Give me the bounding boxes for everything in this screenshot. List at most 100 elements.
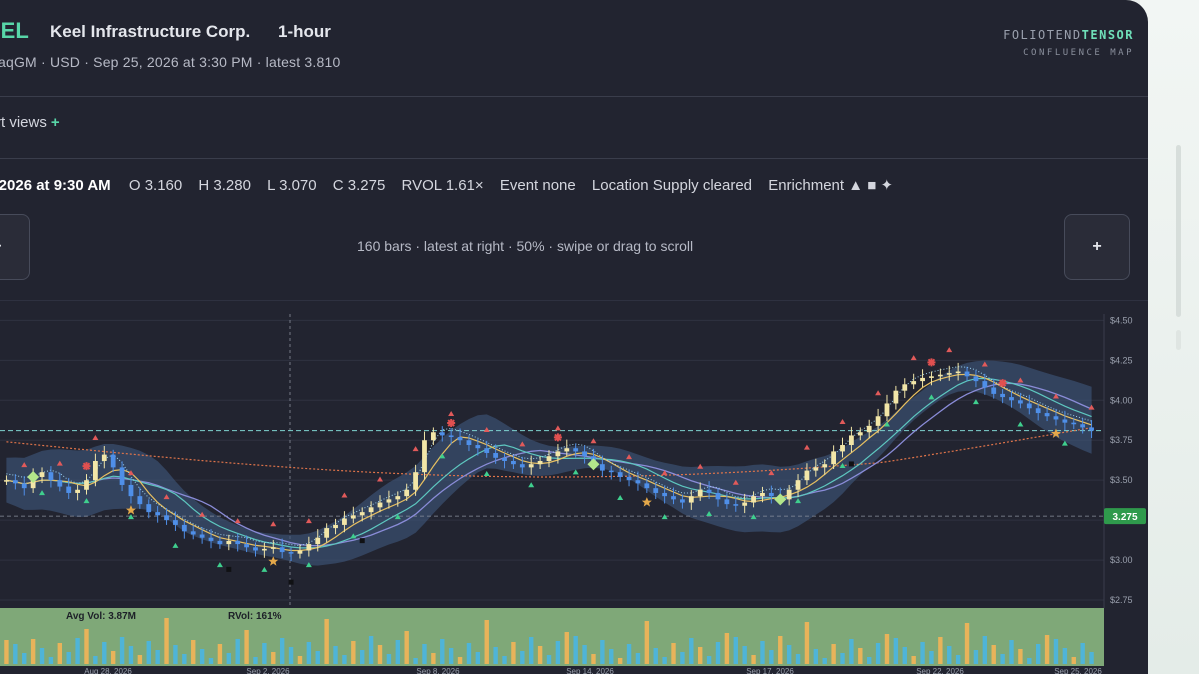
candle-body — [75, 489, 81, 493]
sell-signal-marker — [56, 460, 63, 466]
candle-body — [884, 403, 890, 417]
volume-bar — [457, 657, 463, 664]
candle-body — [937, 374, 943, 377]
sell-signal-marker — [163, 494, 170, 500]
volume-bar — [191, 640, 196, 664]
volume-bar — [155, 650, 160, 664]
candle-body — [57, 480, 63, 487]
candle-body — [430, 432, 436, 441]
zoom-in-button[interactable]: + — [1064, 214, 1130, 280]
buy-signal-marker — [483, 471, 490, 477]
volume-bar — [342, 655, 347, 664]
candle-body — [653, 488, 659, 493]
volume-bar — [884, 634, 890, 664]
volume-node-marker — [288, 579, 294, 585]
candle-body — [110, 454, 116, 468]
bars-info: 160 bars · latest at right · 50% · swipe… — [357, 238, 694, 254]
volume-bar — [57, 643, 63, 664]
ohlc-rvol: RVOL 1.61× — [401, 177, 484, 194]
volume-bar — [30, 639, 36, 664]
volume-bar — [555, 641, 561, 664]
brand-logo: FOLIOTENDTENSOR CONFLUENCE MAP — [1003, 28, 1134, 58]
volume-bar — [93, 656, 98, 664]
candle-body — [573, 448, 579, 452]
candle-body — [422, 440, 427, 473]
volume-bar — [893, 638, 899, 664]
scroll-left-button[interactable]: − — [0, 214, 30, 280]
page-scrollbar[interactable] — [1176, 145, 1181, 317]
candle-body — [662, 492, 668, 497]
candle-body — [617, 472, 623, 477]
volume-bar — [1035, 644, 1041, 664]
ma-dotted-line — [6, 366, 1092, 547]
volume-bar — [1053, 639, 1059, 664]
candle-body — [635, 480, 641, 484]
volume-bar — [502, 656, 507, 664]
sell-signal-marker — [661, 470, 668, 476]
volume-bar — [617, 658, 623, 664]
x-tick-label: Sep 17, 2026 — [746, 667, 794, 674]
volume-bar — [813, 649, 819, 664]
buy-signal-marker — [795, 498, 802, 504]
candle-body — [831, 451, 837, 465]
volume-bar — [964, 623, 970, 664]
buy-signal-marker — [394, 514, 401, 520]
buy-signal-marker — [750, 514, 757, 520]
ohlc-close: C 3.275 — [332, 177, 386, 194]
volume-bar — [404, 631, 409, 664]
volume-bar — [137, 655, 143, 664]
sell-signal-marker — [199, 511, 206, 517]
candle-body — [706, 489, 712, 493]
candle-body — [671, 496, 676, 500]
chart-views-row[interactable]: rt views + — [0, 114, 60, 131]
volume-bar — [22, 653, 27, 664]
y-tick-label: $3.00 — [1110, 555, 1133, 565]
y-tick-label: $3.75 — [1110, 435, 1133, 445]
volume-bar — [582, 645, 587, 664]
volume-bar — [635, 653, 641, 664]
buy-signal-marker — [39, 490, 46, 496]
sell-signal-marker — [341, 492, 348, 498]
candle-body — [101, 454, 107, 461]
buy-signal-marker — [572, 469, 579, 475]
volume-bar — [110, 651, 116, 664]
candle-body — [146, 504, 152, 513]
buy-signal-marker — [972, 399, 979, 405]
volume-bar — [297, 656, 303, 664]
candle-body — [493, 453, 499, 458]
volume-bar — [831, 644, 836, 664]
buy-signal-marker — [216, 562, 223, 568]
candle-body — [217, 540, 223, 545]
volume-bar — [173, 645, 178, 664]
volume-bar — [680, 652, 685, 664]
volume-bar — [368, 636, 374, 664]
candle-body — [92, 461, 98, 481]
volume-bar — [271, 652, 276, 664]
candle-body — [511, 461, 516, 465]
star-marker — [125, 505, 136, 515]
volume-bar — [66, 652, 71, 664]
candle-body — [288, 552, 294, 554]
volume-bar — [529, 637, 534, 664]
interval-label[interactable]: 1-hour — [278, 22, 331, 41]
volume-bar — [164, 618, 169, 664]
page-scrollbar-thumb[interactable] — [1176, 330, 1181, 350]
volume-bar — [689, 638, 694, 664]
candle-body — [261, 548, 267, 551]
volume-bar — [208, 658, 214, 664]
sell-signal-marker — [839, 419, 846, 425]
chart-views-label[interactable]: rt views — [0, 114, 47, 131]
candle-body — [350, 515, 356, 519]
sell-signal-marker — [127, 470, 134, 476]
volume-bar — [866, 657, 872, 664]
candle-body — [991, 387, 997, 394]
candle-body — [199, 534, 205, 538]
price-chart[interactable]: $4.50$4.25$4.00$3.75$3.50$3.25$3.00$2.75… — [0, 300, 1148, 674]
candle-body — [377, 502, 383, 508]
candle-body — [1035, 408, 1041, 414]
candle-body — [1026, 403, 1032, 409]
candle-body — [12, 480, 18, 484]
x-tick-label: Sep 22, 2026 — [916, 667, 964, 674]
buy-signal-marker — [261, 566, 268, 572]
add-view-icon[interactable]: + — [50, 114, 60, 131]
